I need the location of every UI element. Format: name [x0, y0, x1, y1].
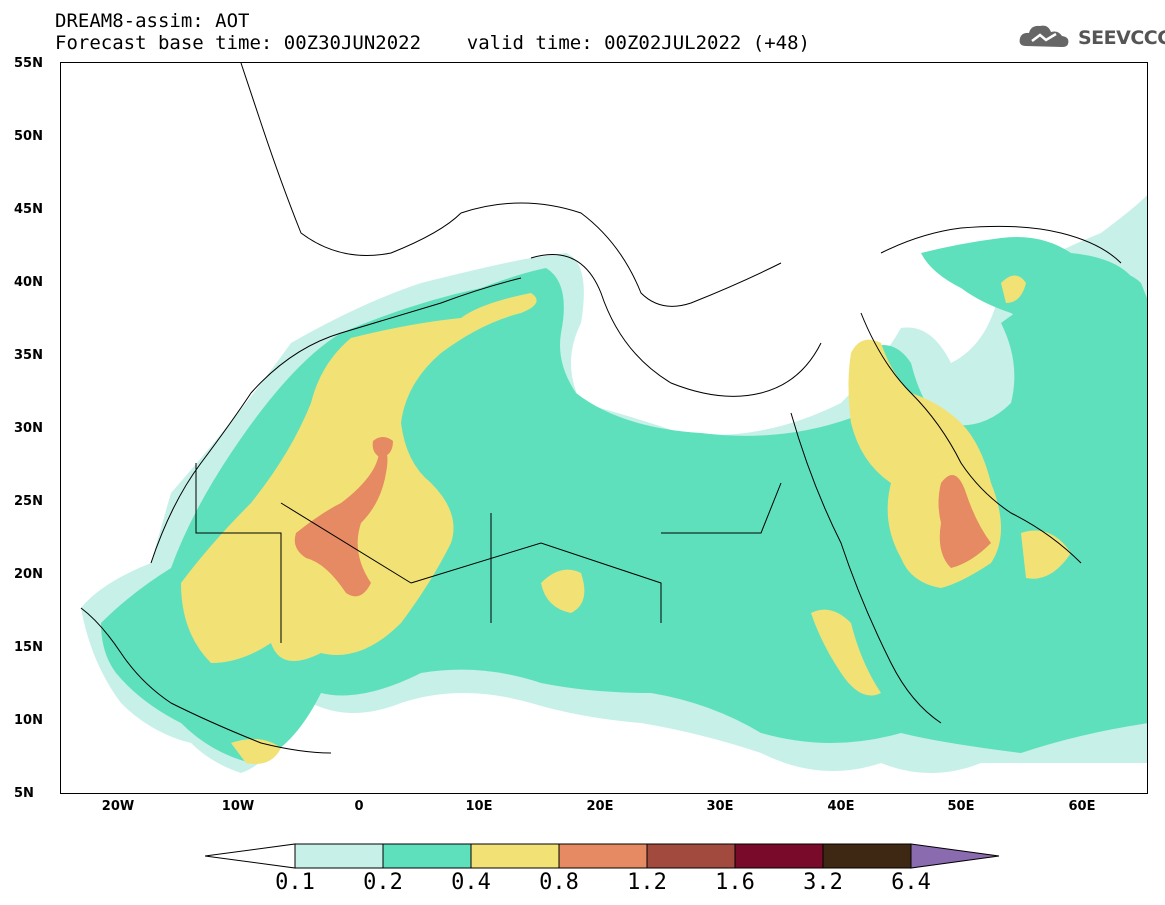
lon-label: 10W — [221, 799, 255, 814]
colorbar-bin — [558, 843, 648, 869]
colorbar-bin — [382, 843, 472, 869]
colorbar — [205, 843, 1000, 869]
colorbar-tick: 0.1 — [275, 870, 315, 895]
map-panel — [60, 62, 1148, 794]
lon-label: 40E — [827, 799, 855, 814]
colorbar-bin — [822, 843, 912, 869]
lat-label: 35N — [14, 348, 43, 363]
colorbar-tick: 0.4 — [451, 870, 491, 895]
country-borders — [80, 63, 1122, 754]
aot-field-map — [80, 63, 1147, 773]
colorbar-tick: 3.2 — [803, 870, 843, 895]
lon-label: 20E — [586, 799, 614, 814]
lat-label: 15N — [14, 640, 43, 655]
lat-label: 50N — [14, 129, 43, 144]
lon-label: 0 — [354, 799, 364, 814]
lat-label: 20N — [14, 567, 43, 582]
colorbar-right-arrow — [910, 843, 1000, 869]
colorbar-tick: 0.8 — [539, 870, 579, 895]
colorbar-tick: 1.2 — [627, 870, 667, 895]
colorbar-tick: 0.2 — [363, 870, 403, 895]
colorbar-bin — [470, 843, 560, 869]
lat-label: 45N — [14, 202, 43, 217]
seevccc-logo: SEEVCCC — [1018, 22, 1165, 54]
lon-label: 60E — [1068, 799, 1096, 814]
logo-text: SEEVCCC — [1078, 27, 1165, 49]
lat-label: 30N — [14, 421, 43, 436]
lat-label: 25N — [14, 494, 43, 509]
lat-label: 55N — [14, 56, 43, 71]
lon-label: 20W — [101, 799, 135, 814]
lat-label: 40N — [14, 275, 43, 290]
lon-label: 50E — [947, 799, 975, 814]
colorbar-tick: 6.4 — [891, 870, 931, 895]
title-line-2: Forecast base time: 00Z30JUN2022 valid t… — [55, 32, 810, 54]
colorbar-tick: 1.6 — [715, 870, 755, 895]
colorbar-bin — [294, 843, 384, 869]
colorbar-bin — [646, 843, 736, 869]
aot-level-0-8 — [294, 437, 991, 597]
colorbar-bin — [734, 843, 824, 869]
lon-label: 30E — [706, 799, 734, 814]
lat-label: 5N — [14, 786, 34, 801]
colorbar-left-arrow — [205, 843, 296, 869]
title-line-1: DREAM8-assim: AOT — [55, 10, 250, 32]
lon-label: 10E — [465, 799, 493, 814]
cloud-icon — [1018, 22, 1072, 54]
lat-label: 10N — [14, 713, 43, 728]
